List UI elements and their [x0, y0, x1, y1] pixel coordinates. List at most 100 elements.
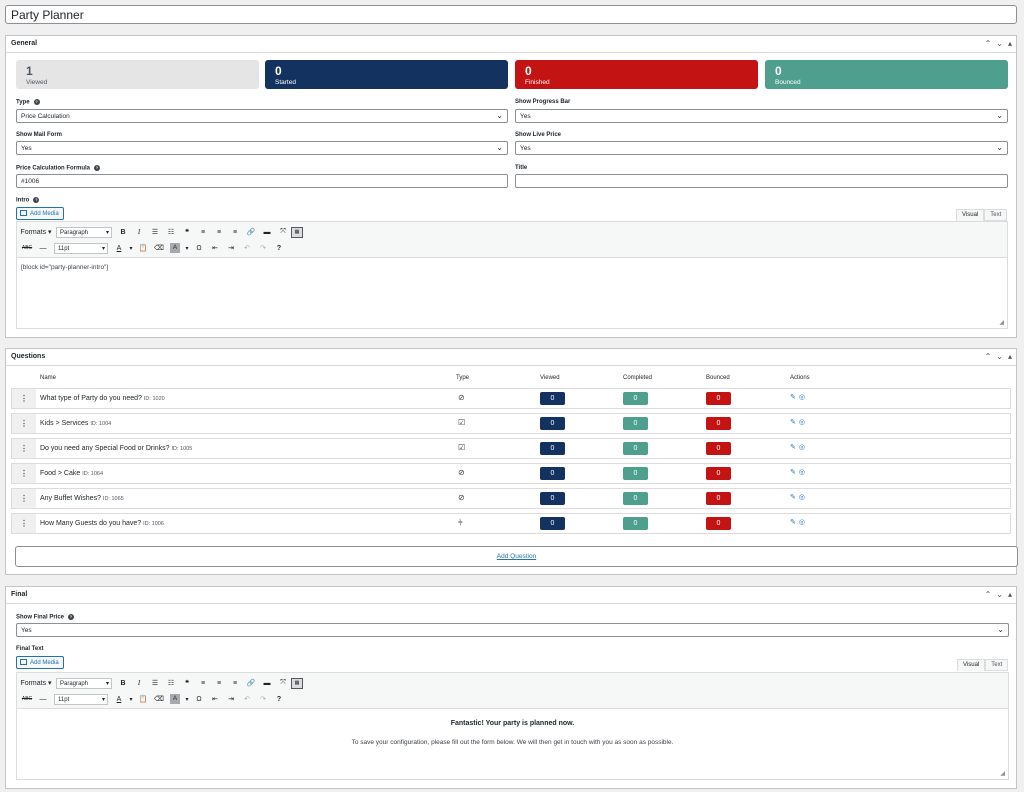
drag-handle-icon[interactable]: ⋮ [12, 464, 36, 483]
final-body[interactable]: To save your configuration, please fill … [351, 739, 674, 746]
link-icon[interactable]: 🔗 [246, 680, 256, 687]
help-icon[interactable]: ? [94, 165, 101, 171]
indent-icon[interactable]: ⇥ [228, 696, 234, 703]
hide-icon[interactable]: ◎ [798, 519, 805, 526]
move-down-icon[interactable]: ⌄ [996, 39, 1003, 48]
bold-icon[interactable]: B [120, 228, 126, 236]
move-up-icon[interactable]: ⌃ [984, 590, 992, 599]
help-icon[interactable]: ? [33, 99, 40, 105]
formats-menu[interactable]: Formats ▾ [20, 229, 52, 236]
final-heading[interactable]: Fantastic! Your party is planned now. [450, 720, 575, 727]
question-name[interactable]: Do you need any Special Food or Drinks? … [40, 445, 192, 452]
chevron-down-icon[interactable]: ▾ [185, 696, 189, 703]
clear-format-icon[interactable]: ⌫ [154, 696, 164, 703]
title-input[interactable] [515, 174, 1008, 188]
align-left-icon[interactable]: ≡ [200, 228, 206, 236]
drag-handle-icon[interactable]: ⋮ [12, 414, 36, 433]
edit-icon[interactable]: ✎ [790, 469, 796, 476]
fontsize-select[interactable]: 11pt ▾ [54, 693, 108, 705]
drag-handle-icon[interactable]: ⋮ [12, 439, 36, 458]
add-question-button[interactable]: Add Question [15, 546, 1018, 567]
undo-icon[interactable]: ↶ [244, 245, 250, 252]
text-color-icon[interactable]: A [116, 695, 122, 703]
live-price-select[interactable]: Yes ⌄ [515, 141, 1008, 155]
question-name[interactable]: What type of Party do you need? ID: 1020 [40, 395, 165, 402]
hide-icon[interactable]: ◎ [798, 394, 805, 401]
chevron-down-icon[interactable]: ▾ [129, 696, 133, 703]
move-down-icon[interactable]: ⌄ [996, 352, 1003, 361]
intro-content[interactable]: [block id="party-planner-intro"] [21, 264, 109, 271]
hide-icon[interactable]: ◎ [798, 494, 805, 501]
quote-icon[interactable]: ❝ [185, 680, 189, 687]
text-color-icon[interactable]: A [116, 244, 122, 252]
italic-icon[interactable]: I [137, 228, 141, 236]
resize-handle-icon[interactable]: ◢ [1000, 771, 1005, 777]
align-right-icon[interactable]: ≡ [232, 228, 238, 236]
read-more-icon[interactable]: ▬ [263, 228, 271, 236]
link-icon[interactable]: 🔗 [246, 229, 256, 236]
tab-text[interactable]: Text [985, 659, 1009, 671]
help-icon[interactable]: ? [33, 197, 40, 203]
resize-handle-icon[interactable]: ◢ [999, 320, 1004, 326]
hide-icon[interactable]: ◎ [798, 444, 805, 451]
read-more-icon[interactable]: ▬ [263, 679, 271, 687]
special-char-icon[interactable]: Ω [196, 244, 202, 252]
clear-format-icon[interactable]: ⌫ [154, 245, 164, 252]
redo-icon[interactable]: ↷ [260, 245, 266, 252]
tab-visual[interactable]: Visual [956, 209, 985, 221]
collapse-icon[interactable]: ▴ [1007, 352, 1012, 361]
mail-select[interactable]: Yes ⌄ [16, 141, 508, 155]
bullet-list-icon[interactable]: ☰ [151, 229, 159, 236]
formats-menu[interactable]: Formats ▾ [20, 680, 52, 687]
undo-icon[interactable]: ↶ [244, 696, 250, 703]
drag-handle-icon[interactable]: ⋮ [12, 514, 36, 533]
strikethrough-icon[interactable]: ABC [21, 245, 33, 251]
fullscreen-icon[interactable]: ⤧ [280, 679, 286, 686]
progress-select[interactable]: Yes ⌄ [515, 109, 1008, 123]
final-price-select[interactable]: Yes ⌄ [16, 623, 1009, 637]
question-name[interactable]: How Many Guests do you have? ID: 1006 [40, 520, 164, 527]
outdent-icon[interactable]: ⇤ [212, 696, 218, 703]
edit-icon[interactable]: ✎ [790, 419, 796, 426]
align-left-icon[interactable]: ≡ [200, 679, 206, 687]
edit-icon[interactable]: ✎ [790, 519, 796, 526]
paste-text-icon[interactable]: 📋 [138, 696, 148, 703]
paragraph-select[interactable]: Paragraph ▾ [56, 677, 112, 689]
type-select[interactable]: Price Calculation ⌄ [16, 109, 508, 123]
outdent-icon[interactable]: ⇤ [212, 245, 218, 252]
numbered-list-icon[interactable]: ☷ [167, 680, 175, 687]
background-color-icon[interactable]: A [170, 694, 180, 704]
align-right-icon[interactable]: ≡ [232, 679, 238, 687]
chevron-down-icon[interactable]: ▾ [185, 245, 189, 252]
edit-icon[interactable]: ✎ [790, 444, 796, 451]
paste-text-icon[interactable]: 📋 [138, 245, 148, 252]
strikethrough-icon[interactable]: ABC [21, 696, 33, 702]
page-title-input[interactable]: Party Planner [5, 5, 1017, 24]
tab-text[interactable]: Text [984, 209, 1008, 221]
collapse-icon[interactable]: ▴ [1007, 39, 1012, 48]
background-color-icon[interactable]: A [170, 243, 180, 253]
move-down-icon[interactable]: ⌄ [996, 590, 1003, 599]
toolbar-toggle-icon[interactable]: ▦ [291, 677, 303, 689]
indent-icon[interactable]: ⇥ [228, 245, 234, 252]
numbered-list-icon[interactable]: ☷ [167, 229, 175, 236]
align-center-icon[interactable]: ≡ [216, 679, 222, 687]
bold-icon[interactable]: B [120, 679, 126, 687]
question-name[interactable]: Any Buffet Wishes? ID: 1065 [40, 495, 124, 502]
hide-icon[interactable]: ◎ [798, 469, 805, 476]
italic-icon[interactable]: I [137, 679, 141, 687]
fullscreen-icon[interactable]: ⤧ [280, 228, 286, 235]
tab-visual[interactable]: Visual [957, 659, 986, 671]
fontsize-select[interactable]: 11pt ▾ [54, 242, 108, 254]
horizontal-line-icon[interactable]: — [39, 244, 47, 252]
horizontal-line-icon[interactable]: — [39, 695, 47, 703]
redo-icon[interactable]: ↷ [260, 696, 266, 703]
toolbar-toggle-icon[interactable]: ▦ [291, 226, 303, 238]
paragraph-select[interactable]: Paragraph ▾ [56, 226, 112, 238]
edit-icon[interactable]: ✎ [790, 494, 796, 501]
help-icon[interactable]: ? [276, 695, 282, 703]
hide-icon[interactable]: ◎ [798, 419, 805, 426]
chevron-down-icon[interactable]: ▾ [129, 245, 133, 252]
formula-input[interactable]: #1006 [16, 174, 508, 188]
drag-handle-icon[interactable]: ⋮ [12, 489, 36, 508]
